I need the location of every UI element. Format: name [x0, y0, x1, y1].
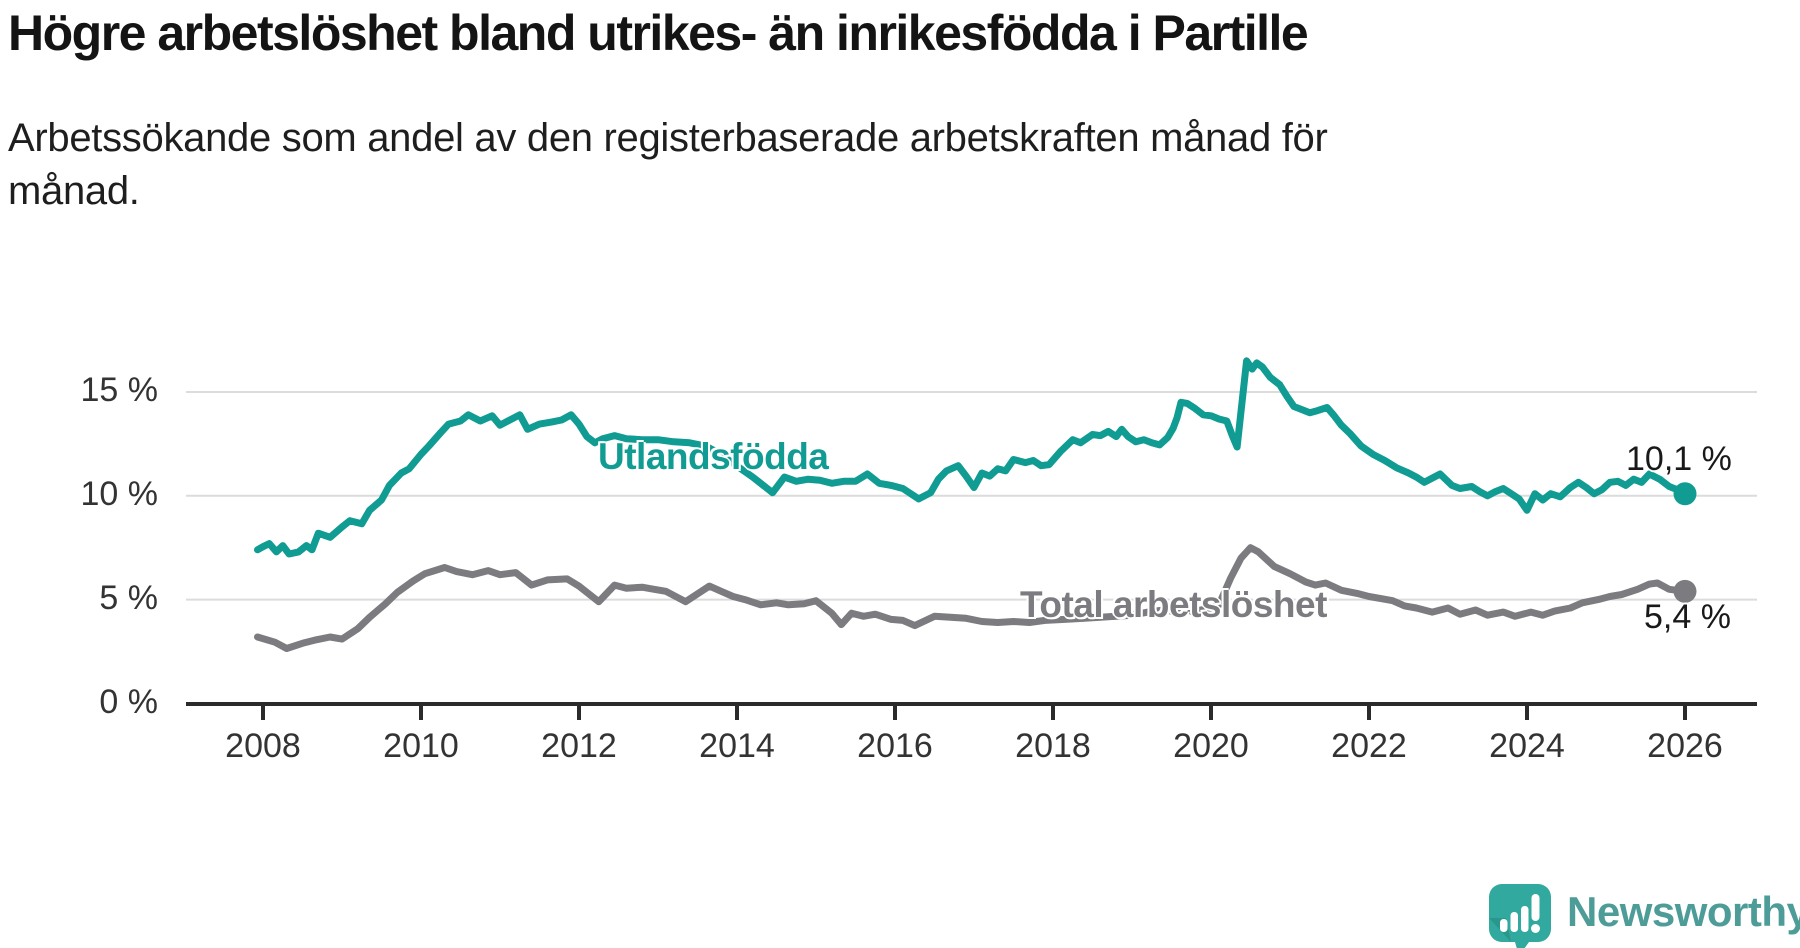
series-label-total-arbetsloshet: Total arbetslöshet — [1020, 584, 1327, 625]
series-end-dot-total — [1673, 579, 1697, 603]
subtitle-line-2: månad. — [8, 169, 140, 213]
end-value-label-utlandsfodda: 10,1 % — [1626, 440, 1732, 478]
chart-subtitle: Arbetssökande som andel av den registerb… — [8, 112, 1328, 218]
x-axis-label: 2020 — [1173, 727, 1249, 765]
x-axis-label: 2026 — [1647, 727, 1723, 765]
x-axis-label: 2010 — [383, 727, 459, 765]
y-axis-label: 5 % — [99, 578, 158, 617]
newsworthy-logo-text: Newsworthy — [1567, 888, 1800, 935]
x-axis-label: 2022 — [1331, 727, 1407, 765]
series-line-utlandsfodda — [254, 357, 1689, 558]
newsworthy-bar-chart-bubble-icon — [1489, 884, 1551, 948]
newsworthy-logo: Newsworthy — [1487, 882, 1800, 948]
x-axis-label: 2024 — [1489, 727, 1565, 765]
series-line-total — [254, 544, 1689, 652]
x-axis-label: 2018 — [1015, 727, 1091, 765]
page-title: Högre arbetslöshet bland utrikes- än inr… — [8, 5, 1309, 61]
series-end-dot-utlandsfodda — [1673, 482, 1697, 506]
series-label-utlandsfodda: Utlandsfödda — [598, 436, 829, 477]
end-value-label-total: 5,4 % — [1644, 598, 1731, 636]
x-axis-label: 2014 — [699, 727, 775, 765]
subtitle-line-1: Arbetssökande som andel av den registerb… — [8, 116, 1328, 160]
y-axis-label: 0 % — [99, 682, 158, 721]
x-axis-label: 2016 — [857, 727, 933, 765]
x-axis-label: 2012 — [541, 727, 617, 765]
x-axis-label: 2008 — [225, 727, 301, 765]
y-axis-label: 10 % — [80, 474, 159, 513]
y-axis-label: 15 % — [80, 370, 159, 409]
